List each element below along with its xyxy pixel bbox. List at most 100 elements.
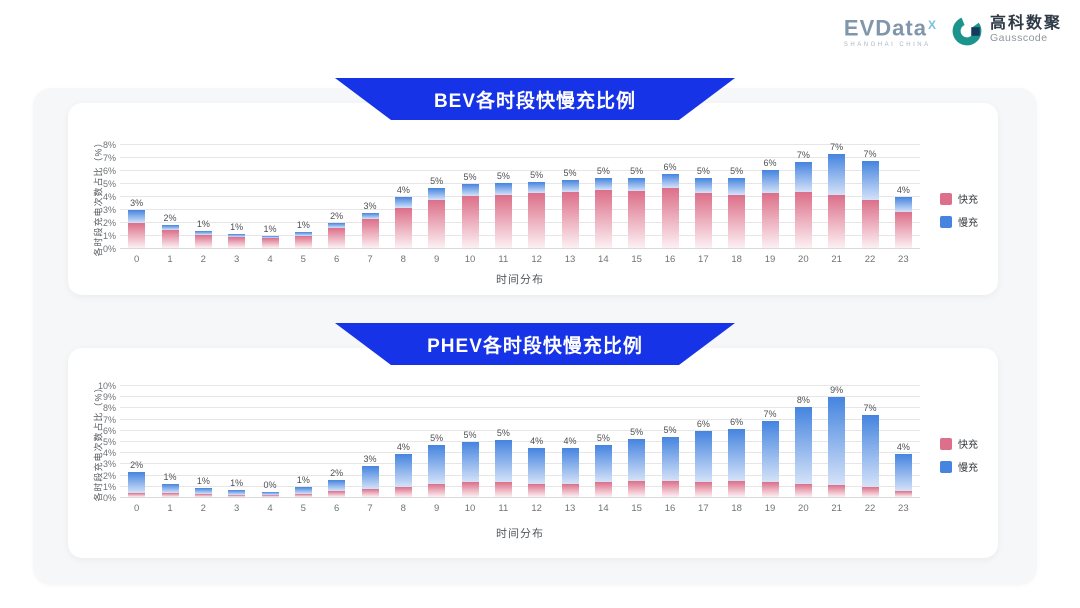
x-tick-label: 1: [167, 254, 173, 265]
bar-hour-0[interactable]: [128, 472, 146, 497]
x-tick-label: 7: [367, 503, 373, 514]
bar-segment-fast: [794, 483, 812, 497]
bar-hour-1[interactable]: [161, 483, 179, 497]
bar-segment-slow: [328, 480, 346, 491]
x-tick-label: 9: [434, 254, 440, 265]
bar-hour-19[interactable]: [761, 170, 779, 248]
bar-segment-slow: [761, 420, 779, 483]
bar-hour-13[interactable]: [561, 180, 579, 248]
bar-hour-2[interactable]: [194, 231, 212, 248]
bar-hour-11[interactable]: [494, 183, 512, 248]
y-tick-label: 8%: [102, 140, 116, 150]
bar-hour-20[interactable]: [794, 407, 812, 497]
x-tick-label: 23: [898, 503, 909, 514]
bar-hour-23[interactable]: [894, 454, 912, 497]
bar-value-label: 5%: [696, 165, 710, 176]
bar-hour-9[interactable]: [428, 188, 446, 248]
legend-item-slow[interactable]: 慢充: [940, 214, 978, 229]
bar-hour-21[interactable]: [828, 154, 846, 248]
bar-segment-fast: [894, 490, 912, 497]
x-tick-label: 11: [498, 254, 509, 265]
legend-item-fast[interactable]: 快充: [940, 191, 978, 206]
bar-hour-7[interactable]: [361, 212, 379, 248]
bar-hour-12[interactable]: [528, 181, 546, 248]
bar-value-label: 0%: [263, 479, 277, 490]
x-tick-label: 10: [464, 503, 476, 514]
gridline: [120, 144, 920, 145]
bar-hour-1[interactable]: [161, 224, 179, 248]
bar-segment-fast: [694, 481, 712, 497]
bar-hour-8[interactable]: [394, 197, 412, 248]
legend-item-fast[interactable]: 快充: [940, 436, 978, 451]
bar-hour-9[interactable]: [428, 445, 446, 497]
bar-hour-20[interactable]: [794, 162, 812, 248]
bar-segment-slow: [361, 465, 379, 489]
bar-hour-2[interactable]: [194, 488, 212, 497]
bar-hour-22[interactable]: [861, 415, 879, 497]
bar-hour-5[interactable]: [294, 232, 312, 248]
bar-hour-6[interactable]: [328, 480, 346, 497]
bar-hour-10[interactable]: [461, 442, 479, 497]
gausscode-g-icon: [952, 16, 982, 46]
x-tick-label: 0: [134, 503, 140, 514]
x-tick-label: 5: [300, 503, 306, 514]
bar-segment-slow: [428, 188, 446, 200]
bar-hour-13[interactable]: [561, 447, 579, 497]
bar-hour-14[interactable]: [594, 177, 612, 248]
bar-hour-3[interactable]: [228, 233, 246, 248]
x-tick-label: 4: [267, 254, 273, 265]
legend-label: 快充: [958, 440, 978, 451]
bar-segment-fast: [461, 196, 479, 248]
bar-hour-16[interactable]: [661, 173, 679, 248]
bar-value-label: 2%: [330, 211, 344, 222]
bar-hour-3[interactable]: [228, 490, 246, 497]
bar-value-label: 4%: [396, 442, 410, 453]
bar-hour-10[interactable]: [461, 184, 479, 248]
bar-segment-fast: [161, 493, 179, 497]
bar-hour-6[interactable]: [328, 223, 346, 248]
bar-hour-19[interactable]: [761, 420, 779, 497]
y-tick-label: 5%: [102, 179, 116, 189]
legend-item-slow[interactable]: 慢充: [940, 459, 978, 474]
evdata-subtext: SHANGHAI CHINA: [843, 42, 931, 49]
bar-hour-17[interactable]: [694, 177, 712, 248]
x-tick-label: 23: [898, 254, 909, 265]
bar-value-label: 5%: [596, 433, 610, 444]
legend-label: 慢充: [958, 218, 978, 229]
legend-label: 快充: [958, 195, 978, 206]
bar-hour-14[interactable]: [594, 445, 612, 497]
bar-segment-fast: [428, 199, 446, 248]
bar-hour-22[interactable]: [861, 160, 879, 248]
bar-segment-slow: [194, 488, 212, 495]
bar-segment-slow: [628, 177, 646, 191]
bar-segment-slow: [494, 439, 512, 482]
gridline: [120, 385, 920, 386]
bar-hour-18[interactable]: [728, 177, 746, 248]
x-tick-label: 17: [698, 503, 709, 514]
bar-hour-21[interactable]: [828, 397, 846, 497]
bar-hour-12[interactable]: [528, 447, 546, 497]
bar-segment-fast: [494, 481, 512, 497]
bar-hour-16[interactable]: [661, 436, 679, 497]
x-tick-label: 22: [864, 254, 876, 265]
bar-hour-23[interactable]: [894, 197, 912, 248]
bar-hour-7[interactable]: [361, 465, 379, 497]
bar-hour-4[interactable]: [261, 491, 279, 497]
bar-hour-0[interactable]: [128, 210, 146, 248]
bar-hour-5[interactable]: [294, 487, 312, 497]
y-tick-label: 3%: [102, 459, 116, 470]
bar-hour-15[interactable]: [628, 438, 646, 497]
x-tick-label: 2: [200, 254, 206, 265]
bar-segment-fast: [361, 488, 379, 497]
bar-hour-11[interactable]: [494, 439, 512, 497]
x-tick-label: 21: [831, 503, 842, 514]
bar-hour-8[interactable]: [394, 454, 412, 497]
bar-hour-4[interactable]: [261, 235, 279, 248]
x-tick-label: 8: [400, 503, 406, 514]
bar-hour-15[interactable]: [628, 177, 646, 248]
bar-segment-fast: [528, 483, 546, 497]
bar-hour-18[interactable]: [728, 428, 746, 497]
bar-segment-fast: [328, 490, 346, 497]
bar-hour-17[interactable]: [694, 430, 712, 497]
x-tick-label: 0: [134, 254, 140, 265]
